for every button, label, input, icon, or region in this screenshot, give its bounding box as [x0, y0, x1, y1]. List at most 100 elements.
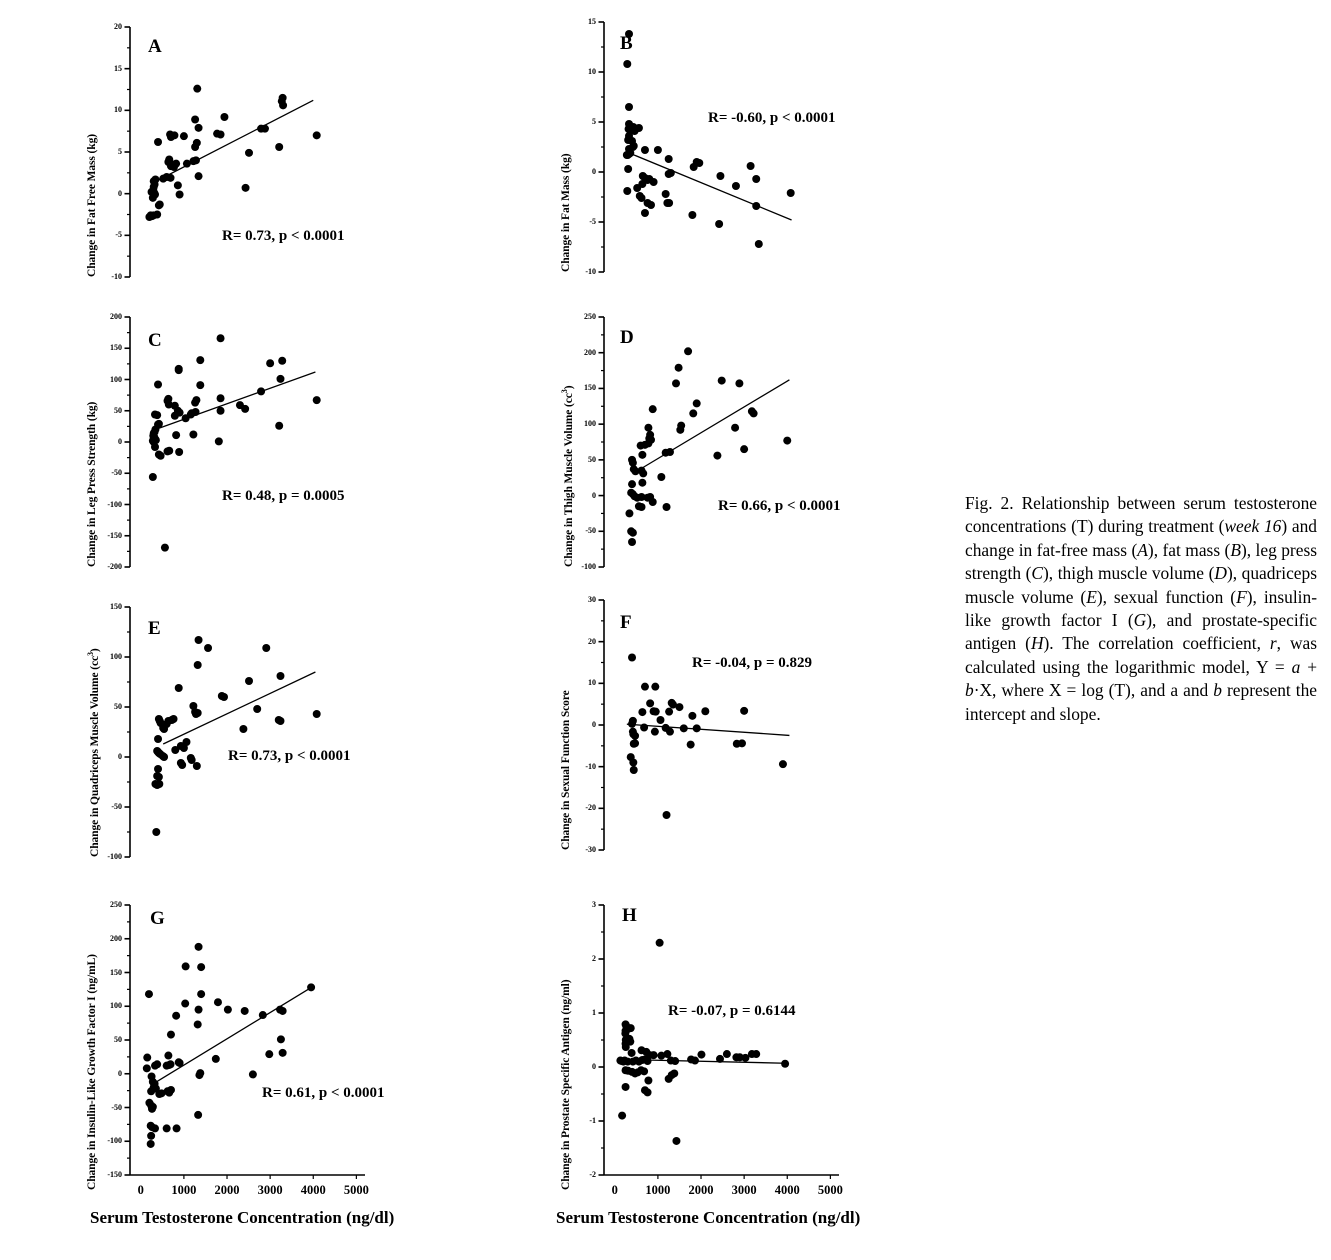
y-tick-label: -1	[589, 1116, 596, 1125]
x-tick-label: 4000	[300, 1183, 326, 1197]
plot-area-a	[124, 26, 321, 278]
data-points-e	[151, 636, 321, 836]
y-tick-label: -50	[111, 468, 122, 478]
y-axis-title-g: Change in Insulin-Like Growth Factor I (…	[86, 954, 98, 1190]
y-tick-label: -100	[107, 1136, 122, 1146]
panel-letter-b: B	[620, 33, 633, 54]
y-tick-label: 100	[110, 374, 122, 384]
y-tick-label: 100	[110, 1001, 122, 1011]
y-tick-label: 0	[118, 188, 122, 198]
y-tick-label: 0	[118, 437, 122, 446]
x-tick-label: 2000	[214, 1183, 240, 1197]
stat-annotation-c: R= 0.48, p = 0.0005	[222, 488, 345, 504]
y-axis-title-e: Change in Quadriceps Muscle Volume (cc3)	[86, 648, 101, 857]
y-tick-label: 0	[592, 720, 596, 729]
y-tick-label: -2	[589, 1170, 596, 1179]
y-tick-label: 150	[110, 602, 122, 611]
y-tick-label: -150	[107, 530, 122, 540]
figure-caption: Fig. 2. Relationship between serum testo…	[965, 493, 1318, 724]
y-tick-label: 50	[114, 702, 122, 711]
y-axis-title-d: Change in Thigh Muscle Volume (cc3)	[560, 385, 575, 567]
y-tick-label: -50	[111, 802, 122, 811]
plot-area-c	[124, 316, 321, 568]
x-tick-label: 1000	[171, 1183, 197, 1197]
stat-annotation-d: R= 0.66, p < 0.0001	[718, 498, 841, 514]
y-tick-label: 10	[588, 67, 596, 76]
data-points-a	[145, 84, 321, 221]
y-tick-label: 250	[110, 900, 122, 909]
y-tick-label: -10	[585, 267, 596, 276]
y-tick-label: 3	[592, 900, 596, 909]
data-points-d	[625, 347, 792, 546]
y-axis-title-a: Change in Fat Free Mass (kg)	[86, 134, 98, 277]
y-tick-label: 15	[588, 17, 596, 26]
data-points-g	[142, 942, 316, 1148]
y-tick-label: 0	[592, 490, 596, 500]
x-axis-title-left: Serum Testosterone Concentration (ng/dl)	[90, 1208, 395, 1227]
stat-annotation-e: R= 0.73, p < 0.0001	[228, 748, 351, 764]
x-axis-title-right: Serum Testosterone Concentration (ng/dl)	[556, 1208, 861, 1227]
x-tick-label: 0	[137, 1183, 144, 1197]
y-tick-label: 20	[114, 22, 122, 31]
data-points-f	[626, 653, 787, 819]
plot-area-h	[598, 904, 839, 1179]
y-tick-label: -10	[585, 761, 596, 771]
y-tick-label: 200	[110, 933, 122, 943]
y-tick-label: 15	[114, 63, 122, 73]
stat-annotation-a: R= 0.73, p < 0.0001	[222, 228, 345, 244]
panel-letter-e: E	[148, 618, 161, 639]
y-tick-label: 1	[592, 1008, 596, 1017]
y-tick-label: -200	[107, 562, 122, 571]
panel-letter-h: H	[622, 905, 637, 926]
plot-area-f	[598, 599, 790, 851]
y-tick-label: -5	[589, 217, 596, 226]
y-axis-title-f: Change in Sexual Function Score	[560, 690, 572, 850]
x-tick-label: 2000	[688, 1183, 714, 1197]
x-tick-label: 0	[611, 1183, 618, 1197]
panel-letter-g: G	[150, 908, 165, 929]
y-tick-label: 150	[110, 967, 122, 977]
x-tick-label: 1000	[645, 1183, 671, 1197]
data-points-c	[148, 334, 321, 552]
y-tick-label: 150	[110, 343, 122, 353]
plot-area-d	[598, 316, 792, 568]
y-tick-label: 5	[118, 147, 122, 156]
y-tick-label: 0	[118, 1068, 122, 1078]
y-tick-label: -30	[585, 845, 596, 854]
y-tick-label: 10	[114, 105, 122, 115]
y-tick-label: 20	[588, 636, 596, 646]
y-tick-label: 50	[114, 1035, 122, 1044]
y-tick-label: 0	[592, 167, 596, 176]
stat-annotation-g: R= 0.61, p < 0.0001	[262, 1085, 385, 1101]
panel-letter-d: D	[620, 327, 634, 348]
y-tick-label: 10	[588, 678, 596, 688]
y-tick-label: -20	[585, 803, 596, 813]
y-tick-label: -50	[585, 526, 596, 536]
y-tick-label: -5	[115, 230, 122, 240]
y-tick-label: 50	[588, 454, 596, 464]
stat-annotation-b: R= -0.60, p < 0.0001	[708, 110, 836, 126]
plot-area-g	[124, 904, 365, 1179]
y-tick-label: 30	[588, 595, 596, 604]
y-tick-label: 250	[584, 312, 596, 321]
x-tick-label: 3000	[731, 1183, 757, 1197]
stat-annotation-h: R= -0.07, p = 0.6144	[668, 1003, 796, 1019]
y-tick-label: 100	[110, 652, 122, 661]
y-tick-label: -100	[107, 852, 122, 861]
y-tick-label: 2	[592, 954, 596, 963]
x-tick-label: 4000	[774, 1183, 800, 1197]
y-tick-label: 0	[592, 1062, 596, 1071]
y-tick-label: -100	[581, 562, 596, 571]
data-points-b	[622, 30, 795, 248]
y-tick-label: -50	[111, 1102, 122, 1112]
x-tick-label: 5000	[817, 1183, 843, 1197]
y-tick-label: 200	[110, 312, 122, 321]
y-tick-label: 0	[118, 752, 122, 761]
y-tick-label: 50	[114, 405, 122, 415]
panel-letter-a: A	[148, 36, 162, 57]
data-points-h	[616, 938, 790, 1145]
y-tick-label: 200	[584, 347, 596, 357]
y-tick-label: -100	[107, 499, 122, 509]
y-tick-label: -150	[107, 1170, 122, 1179]
plot-area-b	[598, 21, 795, 273]
